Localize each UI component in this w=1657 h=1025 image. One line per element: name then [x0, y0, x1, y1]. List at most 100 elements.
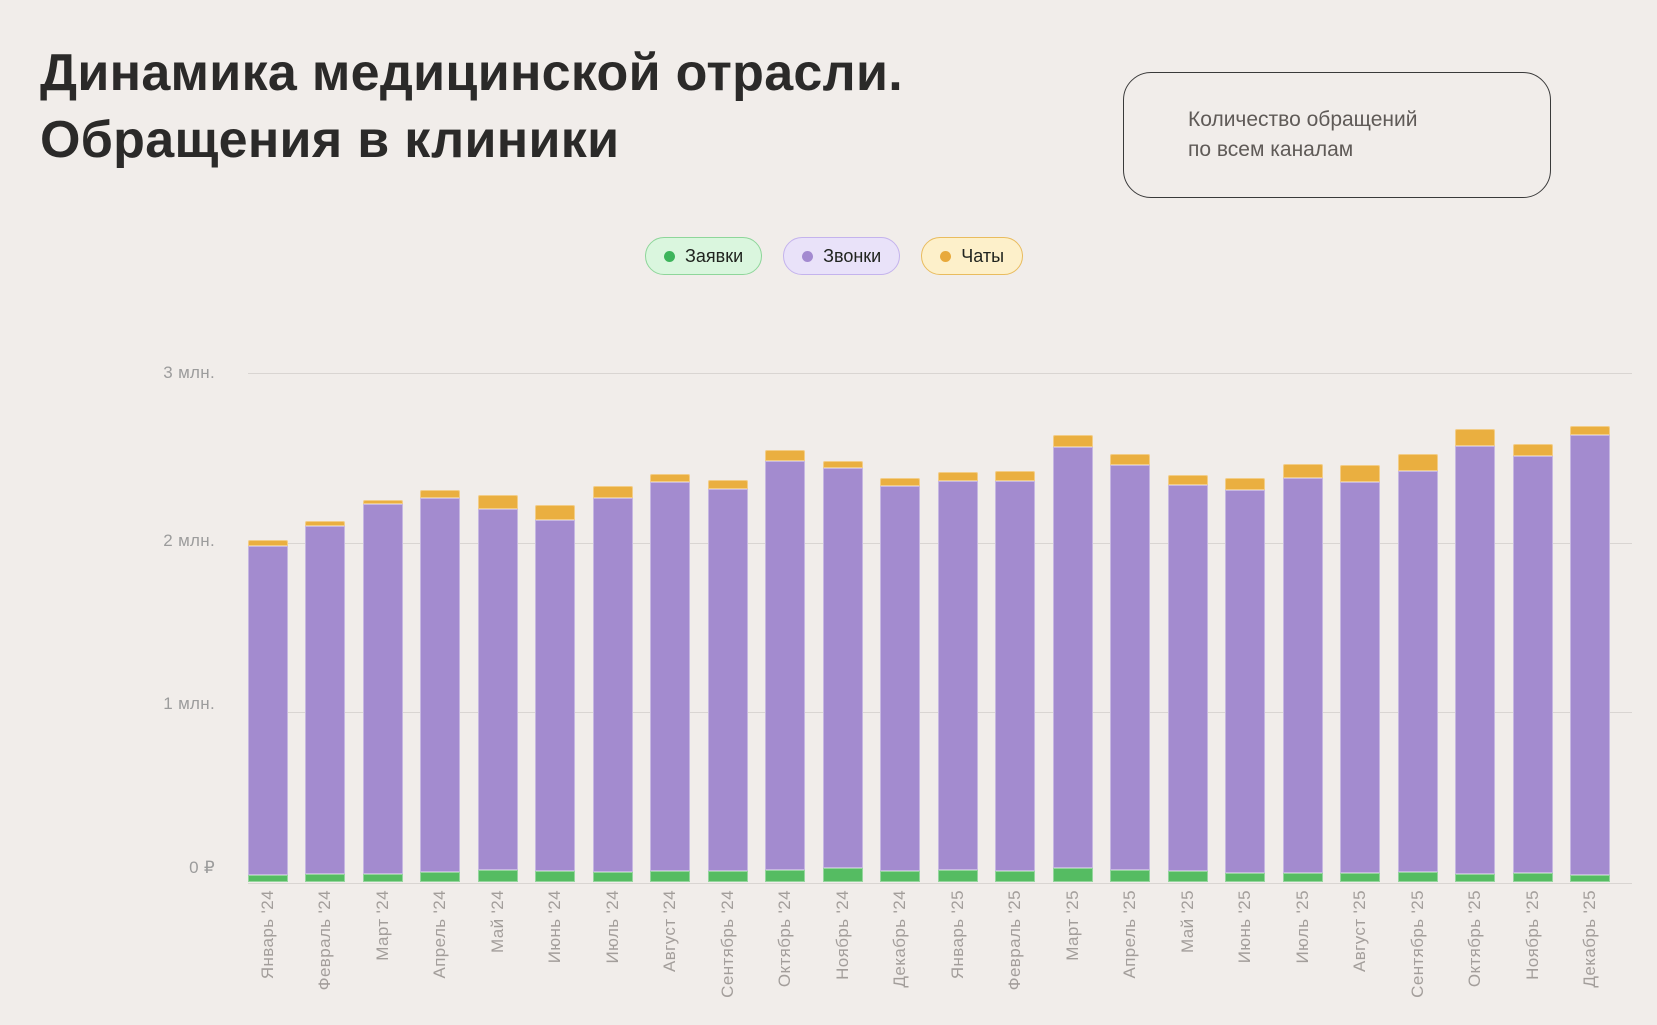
bar-segment-calls[interactable]: [1397, 471, 1438, 873]
legend-dot-zayavki-icon: [664, 250, 675, 262]
bar-segment-chats[interactable]: [822, 461, 863, 468]
x-axis-label: Апрель '25: [1110, 890, 1150, 979]
x-axis-label-text: Июнь '25: [1235, 890, 1255, 964]
x-axis-label: Декабрь '25: [1570, 890, 1610, 988]
bar-segment-calls[interactable]: [477, 508, 518, 870]
bar-segment-chats[interactable]: [1397, 454, 1438, 472]
page-title: Динамика медицинской отрасли. Обращения …: [40, 40, 903, 173]
bar-segment-applications[interactable]: [362, 873, 403, 882]
bar-segment-calls[interactable]: [880, 485, 921, 872]
bar-segment-chats[interactable]: [1570, 425, 1611, 435]
bar-segment-applications[interactable]: [1052, 868, 1093, 882]
x-axis-label: Сентябрь '24: [708, 890, 748, 998]
bar-segment-calls[interactable]: [1512, 456, 1553, 874]
x-axis-label-text: Декабрь '25: [1580, 890, 1600, 988]
bar-segment-applications[interactable]: [477, 870, 518, 882]
bar-segment-applications[interactable]: [1512, 873, 1553, 882]
bar-segment-calls[interactable]: [707, 489, 748, 871]
bar-segment-chats[interactable]: [420, 489, 461, 498]
bar-segment-chats[interactable]: [1110, 453, 1151, 466]
bar-segment-calls[interactable]: [1455, 446, 1496, 874]
bar-segment-chats[interactable]: [937, 471, 978, 482]
bar-segment-applications[interactable]: [880, 871, 921, 882]
x-axis-label-text: Апрель '24: [430, 890, 450, 979]
bar-segment-calls[interactable]: [420, 497, 461, 873]
bar-segment-applications[interactable]: [765, 870, 806, 882]
x-axis-label-text: Март '24: [372, 890, 392, 961]
bar-segment-applications[interactable]: [1570, 874, 1611, 882]
bar-segment-chats[interactable]: [305, 521, 346, 527]
bar-segment-chats[interactable]: [995, 471, 1036, 482]
bar-segment-chats[interactable]: [362, 499, 403, 504]
bar-segment-chats[interactable]: [1052, 434, 1093, 448]
legend-item-zvonki[interactable]: Звонки: [783, 237, 901, 275]
x-axis-label: Ноябрь '25: [1513, 890, 1553, 980]
bar-segment-chats[interactable]: [535, 504, 576, 520]
bar-segment-applications[interactable]: [1110, 870, 1151, 882]
bar-segment-applications[interactable]: [937, 870, 978, 882]
bar-segment-calls[interactable]: [1225, 490, 1266, 873]
bar-segment-calls[interactable]: [765, 460, 806, 870]
x-axis-label-text: Январь '25: [947, 890, 967, 980]
bar-segment-applications[interactable]: [1167, 871, 1208, 882]
x-axis-label: Декабрь '24: [880, 890, 920, 988]
bar-segment-calls[interactable]: [535, 519, 576, 871]
bar-segment-chats[interactable]: [650, 474, 691, 482]
bar-segment-calls[interactable]: [592, 497, 633, 872]
bar-segment-calls[interactable]: [937, 481, 978, 870]
bar-segment-chats[interactable]: [1167, 474, 1208, 485]
bar-segment-applications[interactable]: [1455, 874, 1496, 882]
legend-item-chaty[interactable]: Чаты: [921, 237, 1024, 275]
bar-segment-applications[interactable]: [1225, 872, 1266, 882]
bar-segment-calls[interactable]: [995, 481, 1036, 871]
bar-segment-calls[interactable]: [1282, 477, 1323, 873]
bar-segment-calls[interactable]: [822, 467, 863, 869]
bar-segment-calls[interactable]: [1052, 447, 1093, 869]
bar-segment-applications[interactable]: [420, 872, 461, 882]
x-axis-label-text: Август '25: [1350, 890, 1370, 973]
bar-segment-chats[interactable]: [880, 478, 921, 486]
legend-label-zvonki: Звонки: [823, 245, 882, 266]
x-axis-label-text: Июнь '24: [545, 890, 565, 964]
bar-segment-chats[interactable]: [707, 480, 748, 490]
x-axis-label: Ноябрь '24: [823, 890, 863, 980]
info-box: Количество обращений по всем каналам: [1123, 72, 1551, 198]
bar-segment-chats[interactable]: [248, 539, 288, 546]
x-axis-label-text: Сентябрь '25: [1407, 890, 1427, 998]
bar-segment-calls[interactable]: [305, 526, 346, 874]
bar-segment-applications[interactable]: [650, 871, 691, 882]
bar-segment-applications[interactable]: [305, 874, 346, 882]
bar-segment-applications[interactable]: [1397, 872, 1438, 882]
bar-segment-applications[interactable]: [707, 870, 748, 882]
bar-segment-chats[interactable]: [592, 485, 633, 498]
bar-segment-calls[interactable]: [1570, 434, 1611, 875]
bar-segment-chats[interactable]: [1340, 465, 1381, 482]
bar-segment-chats[interactable]: [765, 449, 806, 461]
bar-segment-applications[interactable]: [995, 870, 1036, 882]
bar-segment-calls[interactable]: [248, 545, 288, 875]
x-axis-label-text: Февраль '24: [315, 890, 335, 991]
bar-segment-applications[interactable]: [1340, 872, 1381, 882]
bar-segment-calls[interactable]: [1167, 484, 1208, 872]
legend-item-zayavki[interactable]: Заявки: [645, 237, 763, 275]
bar-segment-chats[interactable]: [477, 494, 518, 509]
x-axis-label-text: Ноябрь '25: [1522, 890, 1542, 980]
x-axis-label: Апрель '24: [420, 890, 460, 979]
bar-segment-chats[interactable]: [1282, 463, 1323, 478]
legend-label-chaty: Чаты: [961, 245, 1005, 266]
x-axis-label-text: Март '25: [1062, 890, 1082, 961]
bar-segment-calls[interactable]: [1340, 481, 1381, 873]
bar-segment-chats[interactable]: [1225, 478, 1266, 491]
bar-segment-applications[interactable]: [248, 874, 288, 882]
bar-segment-applications[interactable]: [1282, 872, 1323, 882]
x-axis-label: Июнь '24: [535, 890, 575, 963]
bar-segment-calls[interactable]: [362, 503, 403, 874]
bar-segment-calls[interactable]: [1110, 465, 1151, 870]
bar-segment-calls[interactable]: [650, 482, 691, 871]
bar-segment-chats[interactable]: [1455, 428, 1496, 446]
bar-segment-applications[interactable]: [535, 871, 576, 882]
x-axis-label-text: Январь '24: [258, 890, 277, 980]
bar-segment-applications[interactable]: [592, 871, 633, 882]
bar-segment-chats[interactable]: [1512, 443, 1553, 457]
bar-segment-applications[interactable]: [822, 868, 863, 882]
